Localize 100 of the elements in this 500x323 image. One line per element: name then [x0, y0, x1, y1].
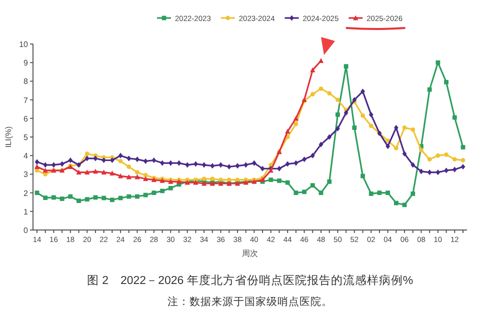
point — [444, 168, 448, 174]
point — [377, 190, 382, 195]
y-tick-label: 5 — [24, 133, 29, 142]
point — [452, 166, 457, 172]
point — [43, 162, 48, 168]
y-tick-label: 7 — [24, 96, 29, 105]
point — [52, 162, 56, 168]
point — [235, 163, 240, 169]
point — [436, 170, 440, 176]
point — [135, 194, 140, 199]
point — [60, 161, 64, 167]
point — [110, 170, 115, 176]
point — [452, 115, 457, 120]
point — [210, 163, 215, 169]
text: 注：数据来源于国家级哨点医院。 — [168, 295, 332, 308]
point — [34, 159, 40, 165]
point — [34, 190, 40, 195]
point — [336, 112, 340, 117]
point — [427, 87, 432, 92]
point — [168, 160, 173, 166]
point — [226, 178, 232, 182]
point — [394, 200, 398, 206]
point — [34, 164, 40, 169]
point — [410, 192, 416, 196]
y-tick-label: 9 — [24, 58, 29, 68]
point — [226, 164, 232, 170]
point — [285, 180, 290, 185]
point — [102, 196, 106, 200]
point — [302, 190, 306, 194]
point — [318, 86, 324, 91]
point — [436, 153, 440, 158]
point — [294, 190, 298, 195]
point — [160, 188, 164, 194]
point — [218, 162, 223, 168]
point — [143, 192, 148, 198]
point — [293, 116, 299, 121]
point — [402, 126, 407, 130]
point — [419, 168, 424, 174]
y-tick-label: 0 — [24, 226, 29, 235]
point — [101, 170, 106, 175]
point — [444, 80, 448, 84]
y-tick-label: 8 — [24, 77, 29, 86]
point — [43, 196, 48, 200]
point — [42, 168, 48, 173]
point — [386, 190, 390, 195]
point — [118, 152, 123, 158]
point — [134, 174, 140, 180]
y-tick-label: 6 — [24, 114, 29, 124]
point — [368, 124, 374, 128]
point — [252, 160, 256, 166]
point — [235, 178, 240, 182]
point — [368, 112, 374, 118]
point — [142, 176, 148, 182]
point — [344, 64, 348, 69]
y-axis-title: ILI(%) — [4, 126, 13, 148]
x-axis-title: 周次 — [242, 249, 258, 258]
point — [452, 157, 457, 162]
point — [419, 148, 424, 152]
point — [76, 198, 81, 203]
point — [60, 196, 64, 201]
point — [318, 142, 324, 148]
point — [386, 144, 390, 150]
y-tick-label: 2 — [24, 188, 29, 198]
point — [427, 157, 432, 162]
point — [427, 170, 432, 176]
point — [135, 156, 140, 162]
point — [310, 92, 315, 96]
point — [118, 173, 124, 178]
point — [152, 190, 156, 195]
point — [268, 178, 274, 182]
point — [410, 127, 416, 132]
point — [92, 168, 98, 174]
point — [118, 158, 123, 164]
point — [318, 190, 324, 195]
point — [284, 128, 290, 134]
point — [336, 98, 340, 102]
point — [68, 157, 73, 164]
point — [84, 197, 90, 202]
y-tick-label: 10 — [19, 40, 29, 49]
point — [76, 170, 82, 175]
point — [310, 183, 315, 188]
point — [410, 162, 416, 168]
point — [176, 160, 182, 166]
point — [402, 202, 407, 208]
point — [202, 176, 206, 182]
point — [277, 178, 282, 183]
point — [310, 152, 315, 158]
point — [368, 192, 374, 196]
point — [143, 158, 148, 164]
point — [110, 198, 114, 202]
point — [160, 160, 164, 166]
point — [360, 113, 365, 118]
point — [360, 174, 365, 178]
point — [126, 156, 132, 162]
point — [194, 161, 198, 167]
point — [84, 156, 90, 162]
point — [260, 166, 265, 172]
point — [143, 172, 148, 178]
point — [460, 164, 466, 170]
y-tick-label: 4 — [24, 152, 29, 161]
